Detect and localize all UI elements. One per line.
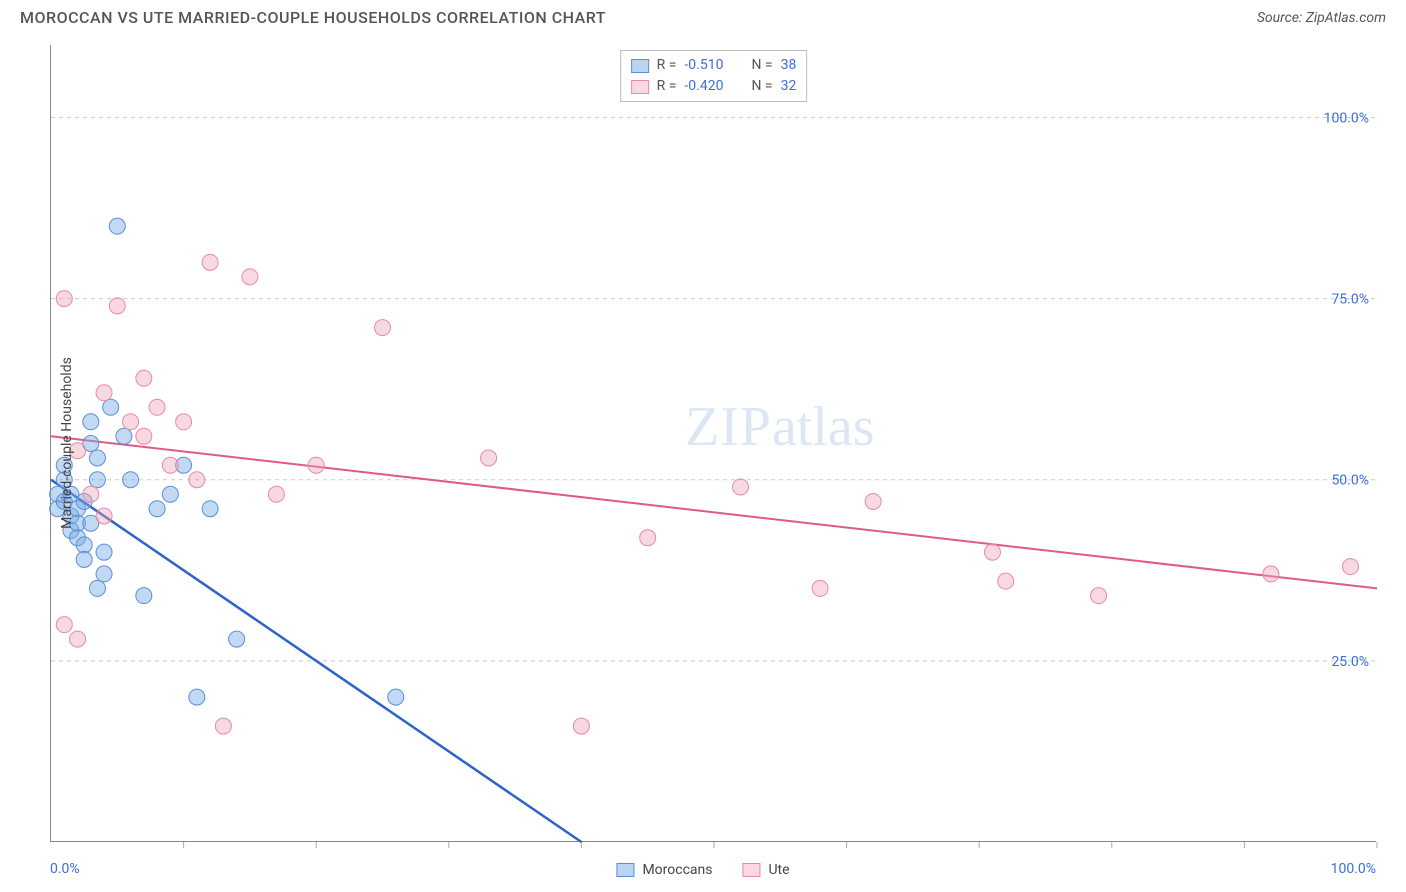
data-point [89,580,105,596]
data-point [76,551,92,567]
legend-item: Moroccans [616,862,712,878]
data-point [83,486,99,502]
data-point [812,580,828,596]
data-point [998,573,1014,589]
x-axis-start-label: 0.0% [50,861,80,877]
x-axis-legend: Moroccans Ute [616,862,789,878]
data-point [116,428,132,444]
data-point [136,428,152,444]
data-point [76,537,92,553]
data-point [176,414,192,430]
y-tick-label: 100.0% [1324,110,1369,126]
data-point [56,291,72,307]
data-point [215,718,231,734]
x-axis-end-label: 100.0% [1331,861,1376,877]
data-point [123,472,139,488]
data-point [103,399,119,415]
legend-label: Ute [768,862,789,878]
data-point [56,617,72,633]
data-point [70,631,86,647]
chart-area: 25.0%50.0%75.0%100.0% ZIPatlas R = -0.51… [50,45,1376,842]
legend-item: Ute [742,862,789,878]
y-tick-label: 50.0% [1331,473,1369,489]
data-point [109,298,125,314]
data-point [1091,588,1107,604]
swatch-blue-icon [616,863,634,877]
swatch-blue-icon [631,59,649,73]
y-tick-label: 75.0% [1331,292,1369,308]
header: MOROCCAN VS UTE MARRIED-COUPLE HOUSEHOLD… [0,0,1406,31]
data-point [149,399,165,415]
data-point [640,530,656,546]
data-point [242,269,258,285]
data-point [136,588,152,604]
data-point [83,414,99,430]
data-point [136,370,152,386]
data-point [96,508,112,524]
data-point [1263,566,1279,582]
y-axis-title: Married-couple Households [59,357,75,529]
data-point [229,631,245,647]
source-attribution: Source: ZipAtlas.com [1257,10,1386,26]
data-point [865,493,881,509]
data-point [89,472,105,488]
data-point [573,718,589,734]
scatter-plot: 25.0% 50.0% 75.0% 100.0% [51,45,1377,842]
swatch-pink-icon [631,80,649,94]
data-point [733,479,749,495]
legend-label: Moroccans [642,862,712,878]
data-point [89,450,105,466]
data-point [189,689,205,705]
stats-box: R = -0.510 N = 38 R = -0.420 N = 32 [620,50,808,102]
data-point [202,254,218,270]
y-tick-label: 25.0% [1331,654,1369,670]
data-point [123,414,139,430]
data-point [481,450,497,466]
swatch-pink-icon [742,863,760,877]
data-point [96,385,112,401]
data-point [308,457,324,473]
data-point [96,566,112,582]
data-point [162,486,178,502]
stats-row: R = -0.420 N = 32 [631,76,797,97]
chart-title: MOROCCAN VS UTE MARRIED-COUPLE HOUSEHOLD… [20,8,606,27]
data-point [388,689,404,705]
data-point [268,486,284,502]
data-point [189,472,205,488]
data-point [162,457,178,473]
stats-row: R = -0.510 N = 38 [631,55,797,76]
data-point [202,501,218,517]
data-point [109,218,125,234]
data-point [1342,559,1358,575]
data-point [984,544,1000,560]
data-point [149,501,165,517]
data-point [96,544,112,560]
data-point [375,320,391,336]
